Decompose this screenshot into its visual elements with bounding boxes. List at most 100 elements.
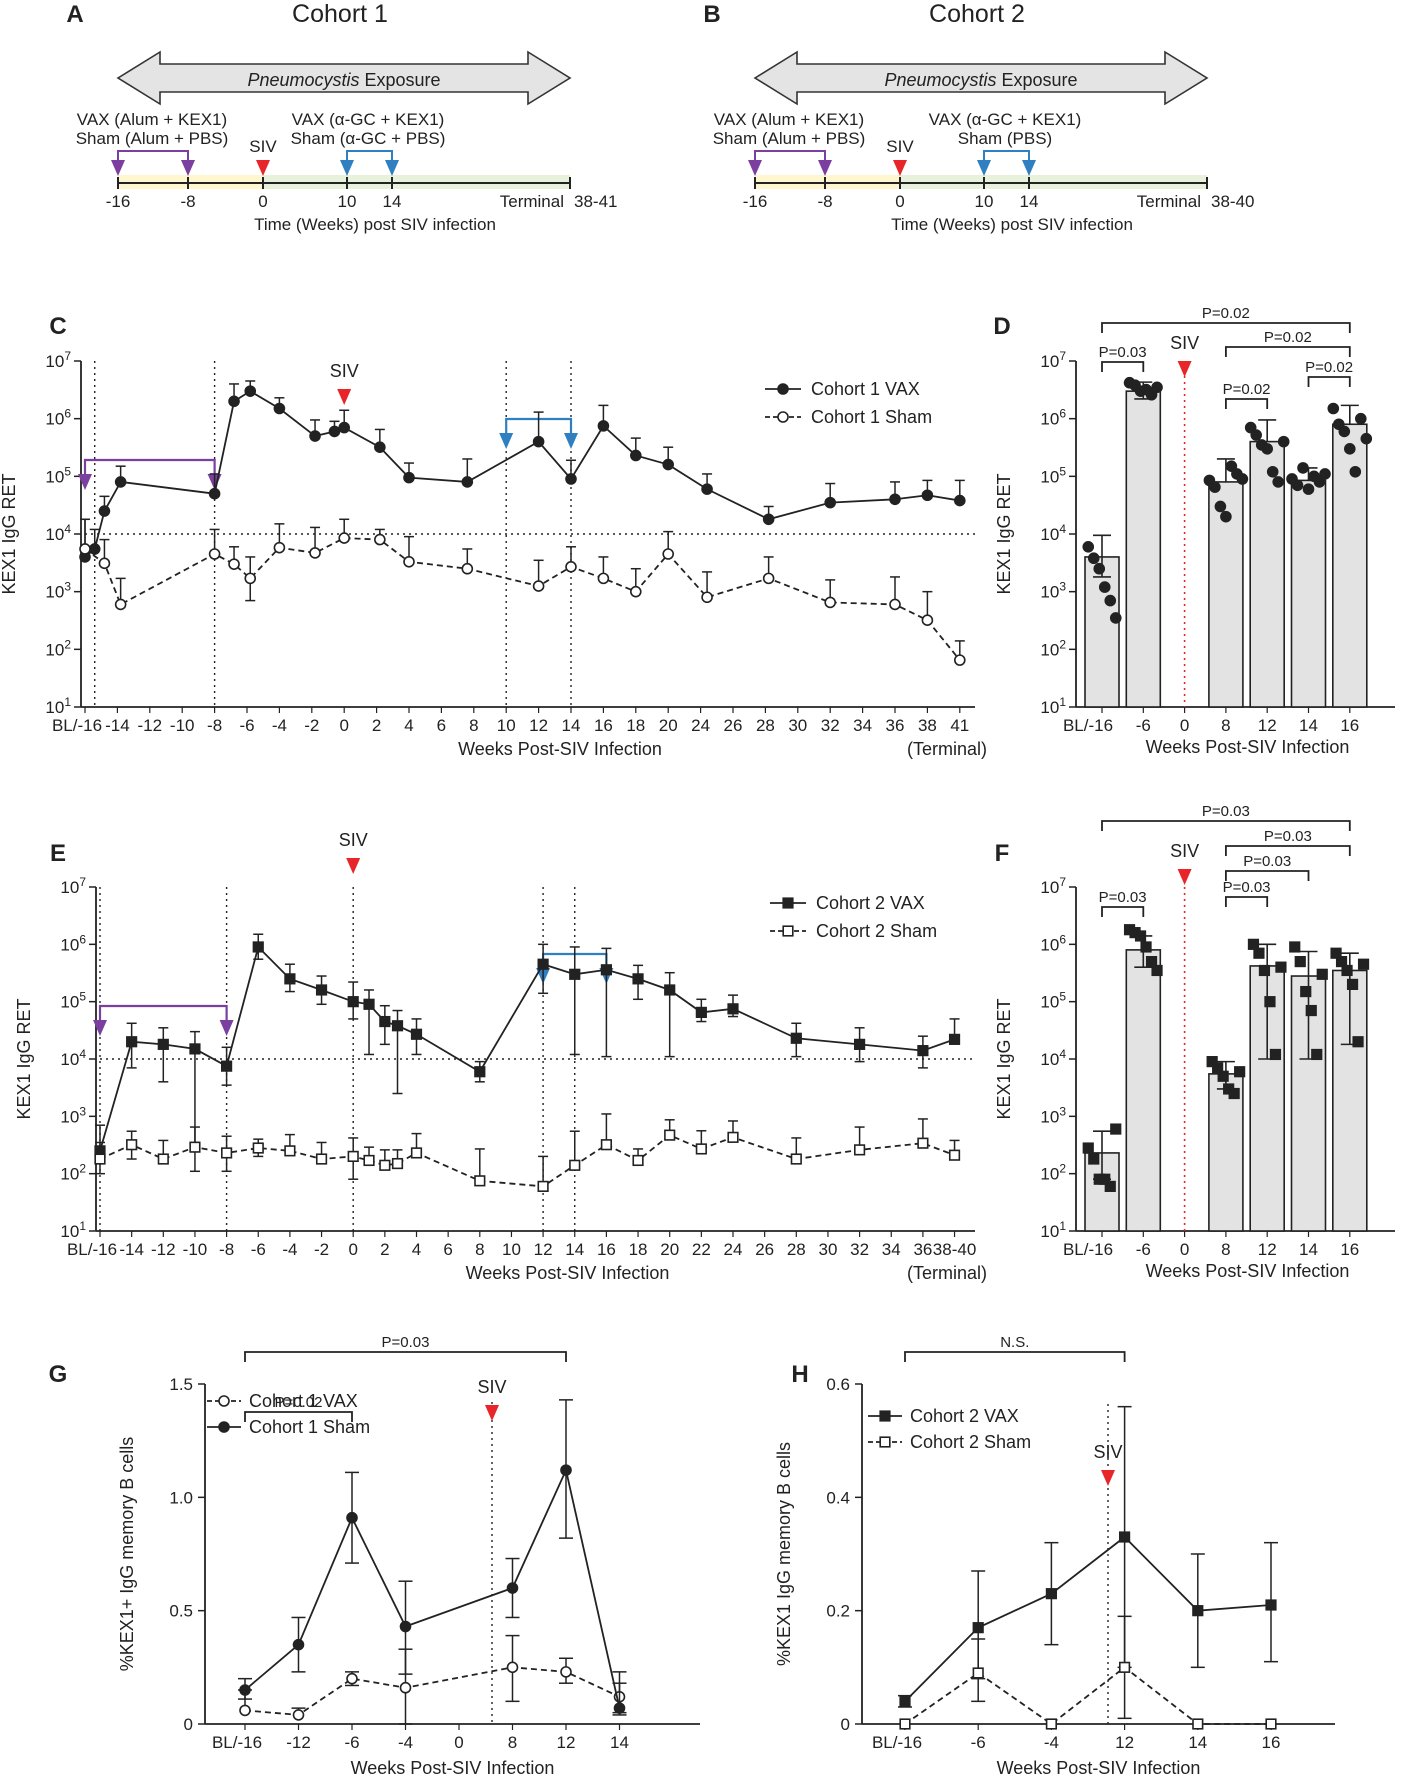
x-tick-label: 6 [443,1240,452,1259]
y-tick-label: 105 [60,990,86,1012]
x-tick-label: -14 [105,716,130,735]
data-point [695,1143,707,1155]
timeline-tick-label: 10 [975,192,994,211]
data-point [1119,1531,1131,1543]
data-point [701,483,713,495]
legend-label: Cohort 1 VAX [811,379,920,399]
data-point [98,505,111,517]
y-tick-label: 107 [60,875,86,897]
data-point [98,557,111,570]
data-point [613,1702,626,1714]
boost-bracket-right-arrow [564,433,578,449]
data-point [662,548,675,560]
data-point [399,1620,412,1633]
individual-point [1289,941,1301,953]
y-tick-label: 103 [60,1104,86,1126]
panel-d-chart: D 101 102 103 104 105 106 107 KEX1 IgG RET BL/-16… [993,305,1395,757]
individual-point [1319,468,1331,480]
individual-point [1082,1142,1094,1154]
timeline-tick-label: 10 [338,192,357,211]
data-point [347,996,359,1008]
data-point [379,1159,391,1171]
y-tick-label: 105 [1040,990,1066,1012]
significance-bracket-label: P=0.03 [382,1334,430,1351]
individual-point [1088,1153,1100,1165]
panel-f-chart: F 101 102 103 104 105 106 107 KEX1 IgG RET BL/-16… [994,803,1395,1281]
significance-bracket [1101,906,1145,917]
y-tick-label: 103 [1040,580,1066,602]
data-point [948,1033,961,1045]
legend-label: Cohort 1 VAX [249,1391,358,1411]
data-point [292,1638,305,1651]
individual-point [1338,425,1351,438]
individual-point [1352,1036,1364,1048]
terminal-label: Terminal [500,192,564,211]
exposure-label: Pneumocystis Exposure [884,70,1077,90]
boost-line-2: Sham (PBS) [958,129,1052,148]
y-tick-label: 102 [45,637,71,659]
timeline-title: Cohort 1 [292,0,388,28]
x-tick-label: 14 [1188,1733,1207,1752]
prime-arrow-left [111,160,125,176]
prime-bracket-left-arrow [93,1020,107,1036]
x-tick-label: -14 [119,1240,144,1259]
x-tick-label: 0 [348,1240,357,1259]
x-tick-label: 32 [821,716,840,735]
x-tick-label: 28 [787,1240,806,1259]
x-tick-label: 14 [562,716,581,735]
x-tick-label: -12 [286,1733,311,1752]
significance-bracket-label: P=0.03 [1243,853,1291,870]
individual-point [1220,510,1232,523]
terminal-range: 38-40 [1211,192,1254,211]
data-point [1192,1718,1204,1730]
y-tick-label: 104 [45,522,71,544]
prime-arrow-left [748,160,762,176]
x-tick-label: -12 [138,716,163,735]
data-point [569,968,581,980]
x-tick-label: 18 [626,716,645,735]
x-axis-title: Weeks Post-SIV Infection [997,1758,1201,1778]
x-axis-title: Weeks Post-SIV Infection [1146,737,1350,757]
individual-point [1355,412,1367,425]
individual-point [1234,1066,1246,1078]
data-point [560,1666,572,1678]
data-point [727,1131,739,1143]
y-tick-label: 107 [1040,349,1066,371]
data-point [403,471,415,484]
siv-arrow [337,389,352,405]
data-point [273,541,286,554]
individual-point [1109,612,1122,624]
data-point [126,1036,138,1048]
x-tick-label: 28 [756,716,775,735]
boost-bracket-left-arrow [499,433,514,449]
siv-arrow [893,160,907,176]
data-point [1045,1718,1057,1730]
individual-point [1311,1048,1323,1061]
data-point [346,1511,358,1524]
data-point [1119,1661,1131,1673]
y-axis-title: %KEX1+ IgG memory B cells [117,1437,137,1672]
individual-point [1277,435,1290,448]
significance-bracket [1225,845,1351,856]
data-point [363,1154,375,1167]
x-tick-label: 18 [629,1240,648,1259]
y-axis-title: KEX1 IgG RET [994,998,1014,1119]
legend-label: Cohort 1 Sham [811,407,932,427]
boost-arrow-right [385,160,399,176]
individual-point [1297,462,1309,474]
data-point [391,1020,404,1032]
data-point [824,596,837,609]
x-tick-label: 20 [659,716,678,735]
siv-label: SIV [1170,841,1199,861]
x-tick-label: 36 [886,716,905,735]
individual-point [1269,1048,1282,1061]
series-line [99,945,955,1152]
legend-marker [218,1395,230,1407]
data-point [762,572,775,585]
data-point [506,1582,519,1594]
prime-bracket [117,150,189,168]
x-tick-label: -4 [282,1240,297,1259]
x-tick-label: BL/-16 [1063,716,1113,735]
significance-bracket [1101,361,1145,372]
data-point [474,1066,486,1078]
